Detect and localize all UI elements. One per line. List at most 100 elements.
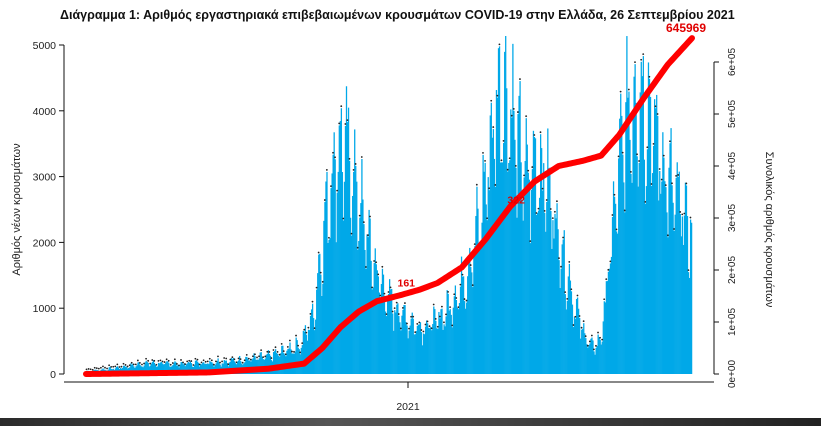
data-point — [564, 291, 567, 293]
data-point — [163, 361, 166, 363]
data-point — [607, 268, 610, 271]
bar — [381, 268, 384, 374]
data-point — [167, 359, 170, 362]
bar — [182, 364, 184, 374]
data-point — [180, 359, 182, 361]
bar — [232, 357, 235, 374]
data-point — [640, 58, 643, 61]
data-point — [410, 315, 412, 318]
x-tick-label: 2021 — [396, 401, 420, 413]
bar — [455, 299, 458, 374]
data-point — [212, 363, 215, 366]
bar — [399, 322, 401, 374]
data-point — [293, 350, 295, 353]
bar — [211, 362, 213, 374]
data-point — [539, 131, 542, 134]
data-point — [165, 358, 168, 361]
bar — [658, 200, 660, 374]
data-point — [642, 53, 645, 56]
y2-tick-label: 6e+05 — [727, 48, 738, 77]
data-point — [586, 344, 589, 347]
cumulative-line — [83, 35, 695, 377]
bar — [415, 331, 417, 374]
bar — [670, 128, 672, 374]
bar — [347, 107, 350, 374]
data-point — [262, 356, 265, 359]
bar — [542, 190, 544, 374]
data-point — [280, 342, 283, 345]
data-point — [621, 151, 624, 154]
bar — [476, 186, 478, 374]
data-point — [426, 320, 429, 323]
bar — [499, 162, 502, 374]
data-point — [385, 313, 388, 315]
bar — [327, 242, 329, 374]
data-point — [543, 209, 546, 212]
bar — [607, 271, 610, 374]
data-point — [315, 286, 318, 289]
bar — [672, 202, 674, 374]
bar — [315, 319, 317, 374]
data-point — [348, 157, 351, 160]
bar — [668, 167, 670, 374]
data-point — [556, 200, 558, 203]
bar — [341, 172, 344, 374]
bar — [143, 365, 145, 374]
bar — [478, 247, 480, 374]
bar — [570, 291, 573, 374]
bar — [195, 360, 198, 374]
bar — [493, 158, 496, 374]
bar — [626, 36, 628, 375]
bar — [420, 332, 423, 374]
bar — [623, 182, 625, 374]
bar — [377, 276, 379, 374]
data-point — [445, 313, 447, 316]
bar — [474, 246, 476, 374]
bar — [535, 215, 538, 374]
bar — [210, 361, 212, 374]
data-point — [215, 360, 217, 363]
bar — [597, 334, 599, 374]
data-point — [673, 228, 675, 230]
bar — [608, 268, 611, 374]
bar — [340, 108, 343, 375]
bar — [569, 280, 572, 374]
data-point — [646, 146, 649, 149]
bar — [479, 241, 481, 374]
y2-tick-label: 1e+05 — [727, 308, 738, 337]
bar — [390, 289, 392, 374]
bar — [386, 300, 389, 374]
data-point — [597, 331, 599, 334]
bar — [268, 353, 271, 374]
data-point — [595, 344, 597, 347]
data-point — [662, 154, 665, 157]
bar — [458, 303, 461, 374]
data-point — [97, 367, 100, 370]
data-point — [399, 327, 402, 330]
data-point — [401, 306, 404, 309]
bar — [572, 327, 575, 374]
bar — [281, 345, 283, 374]
bar — [515, 167, 517, 374]
data-point — [99, 366, 102, 369]
bar — [393, 330, 395, 374]
bar — [360, 203, 362, 374]
data-point — [498, 43, 501, 46]
data-point — [206, 360, 209, 363]
data-point — [157, 359, 160, 362]
data-point — [106, 367, 108, 370]
bar — [335, 242, 337, 374]
data-point — [371, 286, 373, 289]
bar — [267, 350, 270, 374]
data-point — [395, 301, 398, 304]
bar — [498, 46, 501, 374]
data-point — [145, 357, 147, 360]
data-point — [178, 364, 180, 367]
bar — [434, 309, 436, 374]
data-point — [344, 123, 347, 125]
bar — [208, 364, 210, 374]
bar — [537, 210, 540, 374]
data-point — [576, 294, 579, 297]
data-point — [151, 359, 154, 361]
data-point — [406, 322, 408, 325]
